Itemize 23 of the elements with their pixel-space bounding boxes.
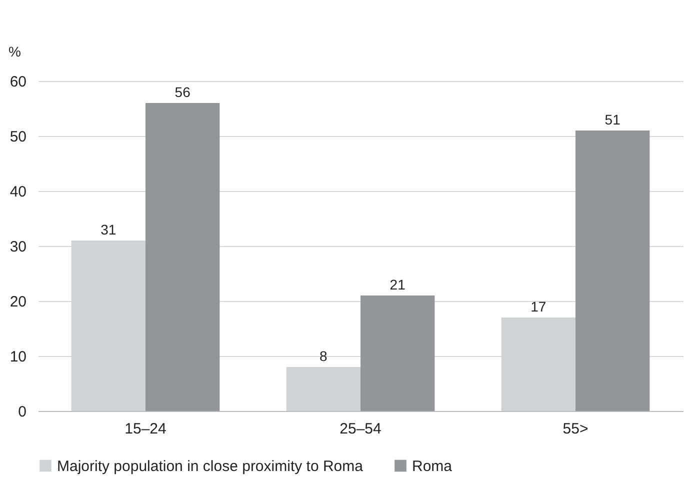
bar [146,103,220,411]
y-axis-title: % [8,44,21,60]
y-tick-label: 50 [10,128,26,146]
bar [286,367,360,411]
x-tick-label: 55> [562,420,588,438]
data-label: 51 [604,112,621,128]
bar [360,296,435,411]
data-label: 17 [530,298,546,314]
bar [576,130,650,411]
y-tick-label: 0 [18,404,26,420]
y-tick-label: 30 [10,238,26,256]
y-tick-label: 20 [10,294,26,310]
y-tick-label: 40 [10,184,26,200]
x-tick-label: 15–24 [124,420,166,438]
data-label: 56 [174,84,191,100]
data-label: 31 [100,222,116,238]
legend-label: Majority population in close proximity to Roma [57,458,364,475]
data-label: 21 [390,276,406,292]
data-label: 8 [320,348,328,364]
legend-label: Roma [412,458,453,475]
x-tick-label: 25–54 [340,420,382,438]
y-tick-label: 60 [10,74,26,90]
y-tick-label: 10 [10,348,26,366]
